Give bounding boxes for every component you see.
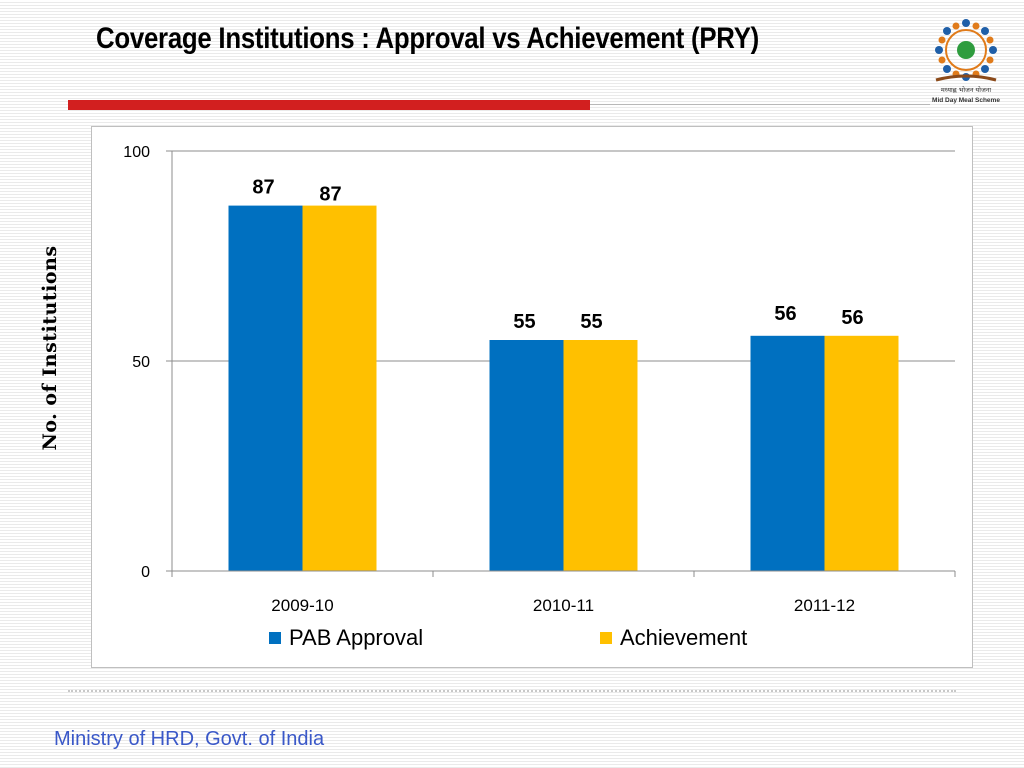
y-axis-title: No. of Institutions: [39, 245, 61, 451]
x-tick-label: 2009-10: [271, 596, 333, 615]
bar-pab-approval: [489, 340, 564, 571]
footer-divider: [68, 690, 956, 692]
logo-text-hindi: मध्याह्न भोजन योजना: [941, 86, 992, 94]
slide-title: Coverage Institutions : Approval vs Achi…: [96, 22, 760, 55]
bar-chart: 0 50 100 87 87 2009-10 55 55 2010-11 56 56 2011-12 P…: [123, 144, 956, 650]
legend-label: Achievement: [620, 625, 747, 650]
bar-achievement: [824, 335, 899, 571]
logo-text-english: Mid Day Meal Scheme: [932, 97, 1000, 104]
x-tick-label: 2010-11: [533, 596, 594, 615]
data-label: 87: [252, 177, 274, 199]
bar-achievement: [563, 340, 638, 571]
y-tick-label: 50: [132, 354, 150, 371]
x-tick-label: 2011-12: [794, 596, 855, 615]
data-label: 56: [774, 303, 796, 325]
chart-container: 0 50 100 87 87 2009-10 55 55 2010-11 56 56 2011-12 P…: [91, 126, 973, 668]
legend-swatch: [600, 632, 612, 644]
data-label: 55: [580, 311, 602, 333]
bar-pab-approval: [228, 205, 303, 571]
y-tick-label: 0: [141, 564, 150, 581]
mid-day-meal-logo: मध्याह्न भोजन योजना Mid Day Meal Scheme: [932, 19, 1000, 104]
bar-pab-approval: [750, 335, 825, 571]
footer-text: Ministry of HRD, Govt. of India: [54, 728, 325, 750]
y-tick-label: 100: [123, 144, 150, 161]
data-label: 56: [841, 307, 863, 329]
data-label: 55: [513, 311, 535, 333]
title-underline-thin: [590, 104, 930, 105]
title-underline-red: [68, 100, 590, 110]
legend-swatch: [269, 632, 281, 644]
legend-label: PAB Approval: [289, 625, 423, 650]
bar-achievement: [302, 205, 377, 571]
data-label: 87: [319, 184, 341, 206]
